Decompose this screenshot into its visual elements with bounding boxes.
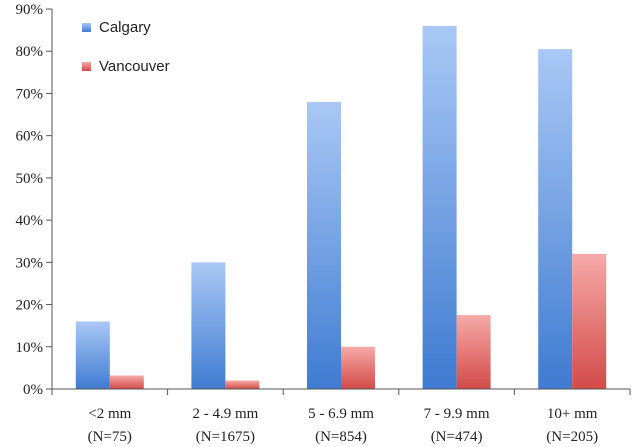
x-category-sublabel: (N=474) [431, 429, 483, 445]
bar-calgary-3 [422, 25, 457, 390]
y-tick-label: 80% [16, 44, 44, 60]
y-tick-label: 60% [16, 129, 44, 145]
x-category-label: 2 - 4.9 mm [192, 406, 258, 422]
x-axis-labels: <2 mm (N=75) 2 - 4.9 mm (N=1675) 5 - 6.9 mm (… [88, 406, 598, 445]
bar-calgary-1 [191, 262, 226, 389]
bar-vancouver-4 [572, 253, 607, 389]
y-tick-label: 10% [16, 340, 44, 356]
y-axis-ticks: 0% 10% 20% 30% 40% 50% 60% 70% 80% 90% [16, 2, 52, 398]
y-tick-label: 40% [16, 213, 44, 229]
bar-calgary-4 [538, 49, 573, 389]
bar-calgary-0 [75, 321, 110, 389]
x-category-sublabel: (N=1675) [196, 429, 255, 445]
x-category-sublabel: (N=854) [315, 429, 367, 445]
bar-calgary-2 [307, 101, 341, 389]
bars [75, 25, 607, 390]
bar-vancouver-3 [456, 315, 491, 389]
y-tick-label: 70% [16, 86, 44, 102]
bar-vancouver-0 [109, 375, 144, 389]
y-tick-label: 50% [16, 171, 44, 187]
x-category-label: 5 - 6.9 mm [308, 406, 374, 422]
x-category-sublabel: (N=205) [546, 429, 598, 445]
legend-swatch-calgary [82, 23, 91, 32]
legend-swatch-vancouver [82, 62, 91, 71]
legend-label-calgary: Calgary [99, 19, 151, 36]
y-tick-label: 20% [16, 298, 44, 314]
bar-vancouver-1 [225, 380, 260, 389]
axes [51, 9, 631, 395]
y-tick-label: 0% [23, 382, 43, 398]
legend: Calgary Vancouver [82, 19, 170, 75]
x-category-label: 7 - 9.9 mm [424, 406, 490, 422]
y-tick-label: 90% [16, 2, 44, 18]
x-category-sublabel: (N=75) [88, 429, 132, 445]
bar-vancouver-2 [341, 346, 375, 389]
x-category-label: <2 mm [88, 406, 131, 422]
x-category-label: 10+ mm [547, 406, 598, 422]
legend-label-vancouver: Vancouver [99, 58, 170, 75]
y-tick-label: 30% [16, 255, 44, 271]
